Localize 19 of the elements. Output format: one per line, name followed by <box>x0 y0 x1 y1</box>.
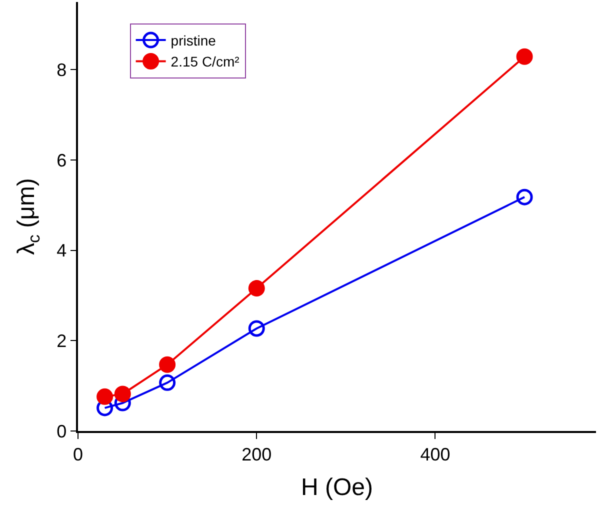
legend-label: pristine <box>170 32 216 49</box>
x-tick-label: 200 <box>242 444 272 464</box>
point <box>516 188 533 206</box>
x-tick-label: 400 <box>420 444 450 464</box>
y-tick-label: 8 <box>56 60 67 80</box>
y-tick-label: 6 <box>56 150 67 170</box>
y-tick-label: 4 <box>56 240 67 261</box>
point <box>248 280 265 297</box>
point <box>96 388 114 405</box>
point <box>114 386 131 402</box>
point <box>248 320 265 337</box>
point <box>159 374 176 391</box>
legend-label: 2.15 C/cm² <box>170 54 240 70</box>
y-tick-label: 2 <box>56 330 67 351</box>
x-axis-title: H (Oe) <box>301 474 373 502</box>
point <box>516 48 533 65</box>
point <box>159 356 176 373</box>
y-tick-label: 0 <box>56 421 67 442</box>
x-tick-label: 0 <box>72 444 84 464</box>
